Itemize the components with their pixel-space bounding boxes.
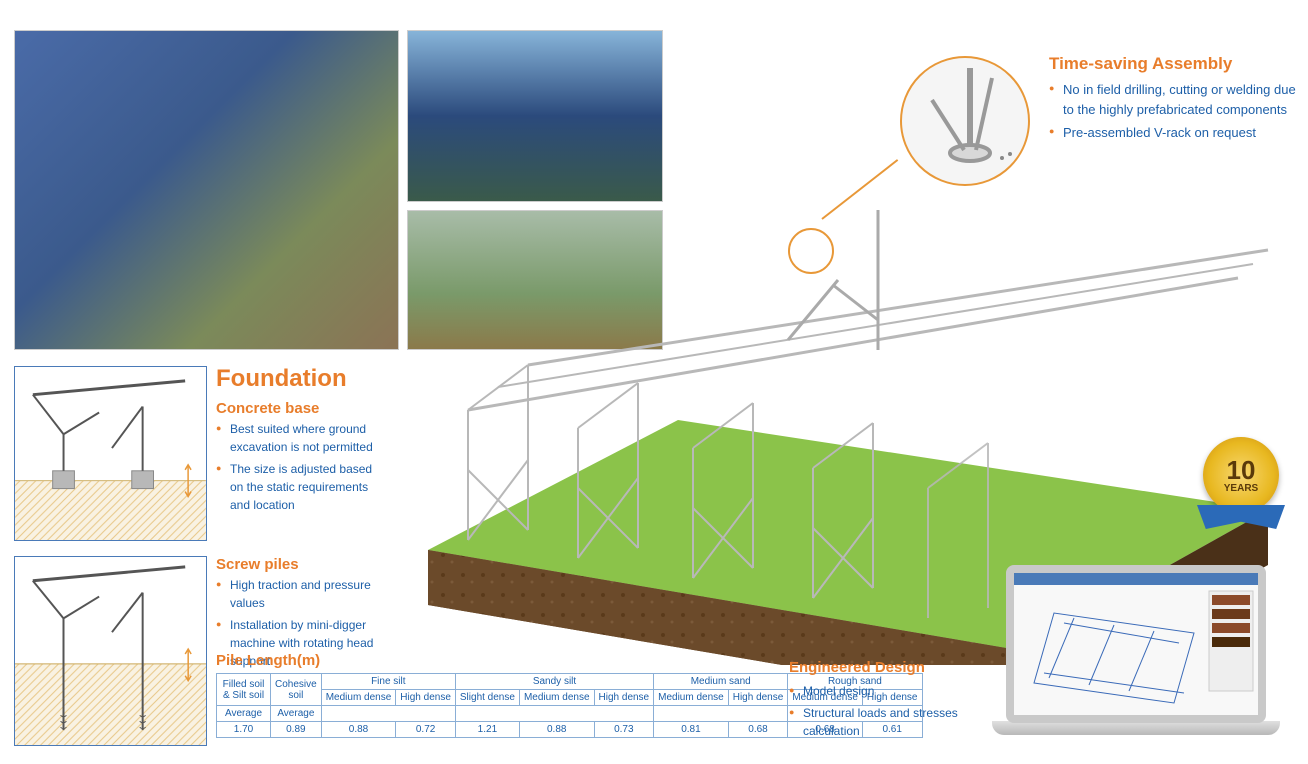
warranty-badge: 10 YEARS (1195, 437, 1287, 547)
assembly-list: No in field drilling, cutting or welding… (1049, 80, 1299, 147)
badge-number: 10 (1227, 457, 1256, 483)
solar-panels-field-photo (407, 30, 663, 202)
aerial-solar-farm-photo (14, 30, 399, 350)
foundation-heading: Foundation (216, 365, 347, 393)
screw-piles-heading: Screw piles (216, 556, 299, 573)
eng-bullet-1: Model design (789, 682, 959, 700)
assembly-bullet-2: Pre-assembled V-rack on request (1049, 123, 1299, 143)
screw-bullet-1: High traction and pressure values (216, 576, 388, 612)
concrete-bullet-1: Best suited where ground excavation is n… (216, 420, 388, 456)
concrete-base-diagram (14, 366, 207, 541)
eng-bullet-2: Structural loads and stresses calculatio… (789, 704, 959, 740)
design-software-laptop (992, 565, 1280, 750)
screw-pile-diagram (14, 556, 207, 746)
assembly-bullet-1: No in field drilling, cutting or welding… (1049, 80, 1299, 119)
callout-source-circle (788, 228, 834, 274)
concrete-bullet-2: The size is adjusted based on the static… (216, 460, 388, 514)
assembly-heading: Time-saving Assembly (1049, 54, 1232, 74)
concrete-base-heading: Concrete base (216, 400, 319, 417)
engineered-design-list: Model design Structural loads and stress… (789, 682, 959, 744)
concrete-base-list: Best suited where ground excavation is n… (216, 420, 388, 518)
pile-length-heading: Pile Length(m) (216, 652, 320, 669)
engineered-design-heading: Engineered Design (789, 659, 925, 676)
badge-label: YEARS (1224, 483, 1258, 494)
bracket-detail-zoom (900, 56, 1030, 186)
